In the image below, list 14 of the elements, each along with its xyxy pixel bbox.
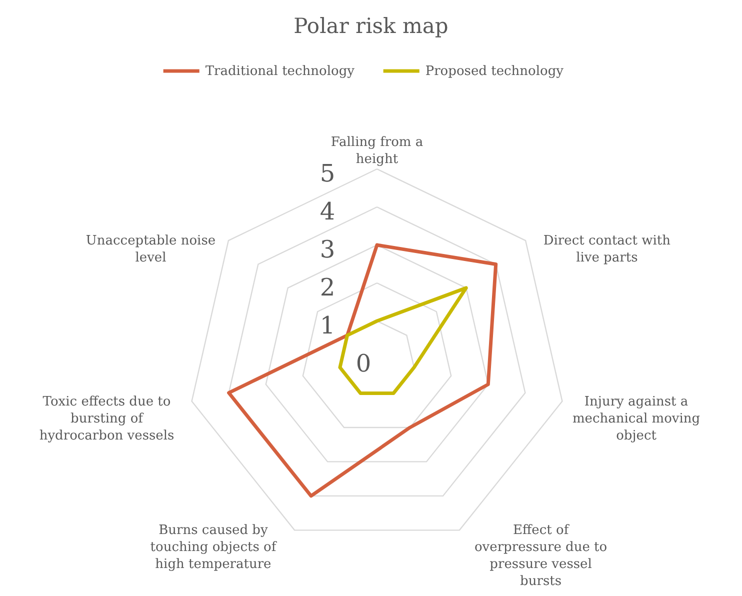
spoke-label: Direct contact with live parts: [543, 234, 672, 266]
spoke-label: Toxic effects due to bursting of hydrocarbon vessels: [39, 394, 174, 444]
spoke-label: Injury against a mechanical moving object: [572, 394, 700, 444]
spoke-label: Unacceptable noise level: [86, 234, 216, 266]
y-tick-label: 1: [320, 312, 336, 340]
spoke-label: Burns caused by touching objects of high temperature: [150, 523, 278, 572]
y-tick-label: 4: [320, 198, 336, 226]
y-tick-label: 3: [320, 236, 336, 264]
chart-title: Polar risk map: [294, 14, 448, 38]
y-tick-label: 2: [320, 274, 336, 302]
y-tick-label: 0: [356, 350, 372, 378]
legend-label: Traditional technology: [205, 64, 356, 79]
spoke-label: Effect of overpressure due to pressure vessel bursts: [474, 523, 608, 590]
legend-label: Proposed technology: [425, 64, 564, 79]
